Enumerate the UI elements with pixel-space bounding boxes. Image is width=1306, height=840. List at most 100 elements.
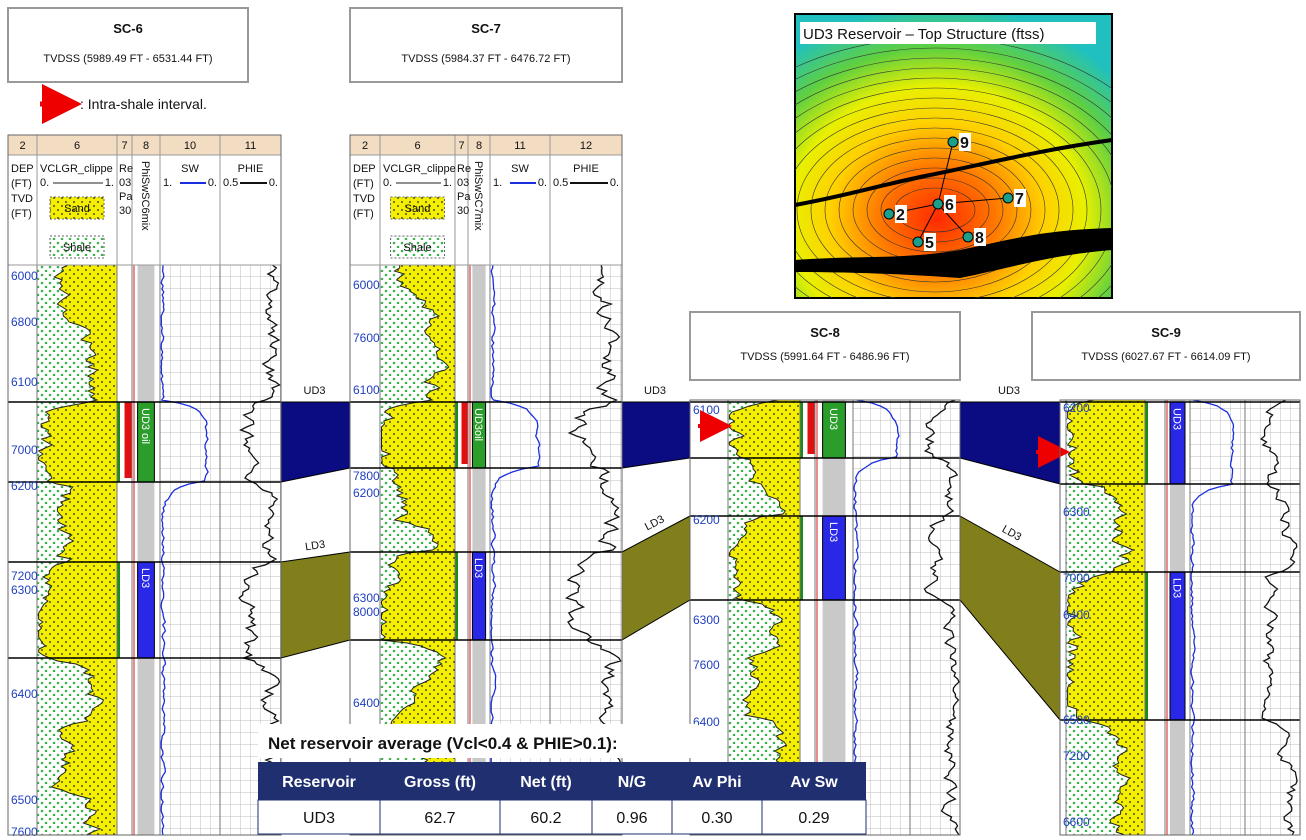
depth-label: 6200 [11,479,38,493]
well-header-box [689,311,961,381]
fault [794,138,1113,207]
vcl-curve [37,264,105,836]
vcl-header: VCLGR_clippe [40,163,113,175]
res-track [800,400,815,835]
contour-line [824,137,1046,283]
table-header: N/G [618,774,646,791]
well-label-bg [1014,189,1026,207]
well-marker [947,136,959,148]
structure-map: 9 2 6 7 5 8 UD3 Reservoir – Top Structure (fts… [794,13,1113,299]
depth-header: (FT) [353,208,374,220]
res-header: 30 [457,205,469,217]
track-number: 6 [74,140,80,152]
well-label: 9 [960,135,969,152]
contour-line [866,167,1004,253]
res-flag [807,402,815,454]
track-number: 11 [245,140,256,152]
depth-label: 6200 [693,513,720,527]
depth-label: 7200 [1063,749,1090,763]
shale-label: Shale [403,242,431,254]
zone-label: UD3 [1171,408,1183,430]
track-number: 11 [514,140,525,152]
track-number: 6 [414,140,420,152]
depth-label: 6000 [11,269,38,283]
sand-fill [38,265,117,835]
mix-bar [822,400,846,835]
phie-curve [923,399,960,836]
track-number: 7 [121,140,127,152]
well-name: SC-8 [810,325,840,340]
table-cell: 0.30 [701,810,732,827]
vcl-scale: 0. [383,177,392,189]
well-border [349,134,623,836]
well-border [689,399,961,836]
res-flag [124,402,132,478]
well-header-box [7,7,249,83]
table-cell: UD3 [303,810,335,827]
well-marker [883,208,895,220]
depth-label: 6400 [353,696,380,710]
well-link [937,203,969,238]
band-label: UD3 [644,385,666,397]
depth-header: DEP [11,163,34,175]
sw-header: SW [181,163,199,175]
sw-scale: 0. [208,177,217,189]
well-tvdss: TVDSS (5984.37 FT - 6476.72 FT) [401,53,570,65]
well-label: 6 [945,197,954,214]
res-header: Pa [457,191,471,203]
phie-track [909,399,961,836]
res-flag [455,552,458,640]
depth-label: 6300 [11,583,38,597]
table-header: Reservoir [282,774,356,791]
well-marker [962,231,974,243]
legend-note: : Intra-shale interval. [40,84,207,124]
summary-table: Net reservoir average (Vcl<0.4 & PHIE>0.… [257,724,867,835]
res-flag [800,402,803,458]
depth-label: 6300 [353,591,380,605]
well-tvdss: TVDSS (6027.67 FT - 6614.09 FT) [1081,351,1250,363]
well-label-bg [944,195,956,213]
well-header-box [349,7,623,83]
depth-label: 7200 [11,569,38,583]
well-panel: SC-8 TVDSS (5991.64 FT - 6486.96 FT) UD3 LD… [689,311,961,836]
shale-label: Shale [63,242,91,254]
zone-label: UD3oil [472,408,484,441]
depth-header: (FT) [11,208,32,220]
well-label-bg [974,228,986,246]
depth-label: 6300 [693,613,720,627]
depth-label: 6800 [11,315,38,329]
well-label: 8 [975,230,984,247]
sw-curve [160,264,209,836]
sw-track [1189,399,1246,836]
contour-line [795,107,1088,298]
res-track [117,265,132,835]
table-header: Av Phi [692,774,741,791]
well-marker [1002,192,1014,204]
note-text: : Intra-shale interval. [80,96,207,112]
table-header: Av Sw [790,774,838,791]
map-title: UD3 Reservoir – Top Structure (ftss) [803,26,1044,43]
table-cell: 0.96 [616,810,647,827]
res-track [1145,400,1165,835]
zone-label: UD3 [827,408,839,430]
well-border [1059,399,1301,836]
upper-zone-band [621,401,691,469]
track-number: 2 [19,140,25,152]
mix-header: PhiSwSC6mix [139,161,151,231]
vcl-header: VCLGR_clippe [383,163,456,175]
depth-label: 8000 [353,605,380,619]
res-header: 03 [119,177,131,189]
zone-label: LD3 [827,522,839,542]
well-label-bg [959,133,971,151]
phie-scale: 0. [269,177,278,189]
zone-label: UD3 oil [139,408,151,444]
well-border [7,134,282,836]
sand-fill [381,265,455,835]
table-title-bg [258,724,698,758]
res-header: Pa [119,191,133,203]
vcl-scale: 1. [443,177,452,189]
well-link [917,203,939,243]
